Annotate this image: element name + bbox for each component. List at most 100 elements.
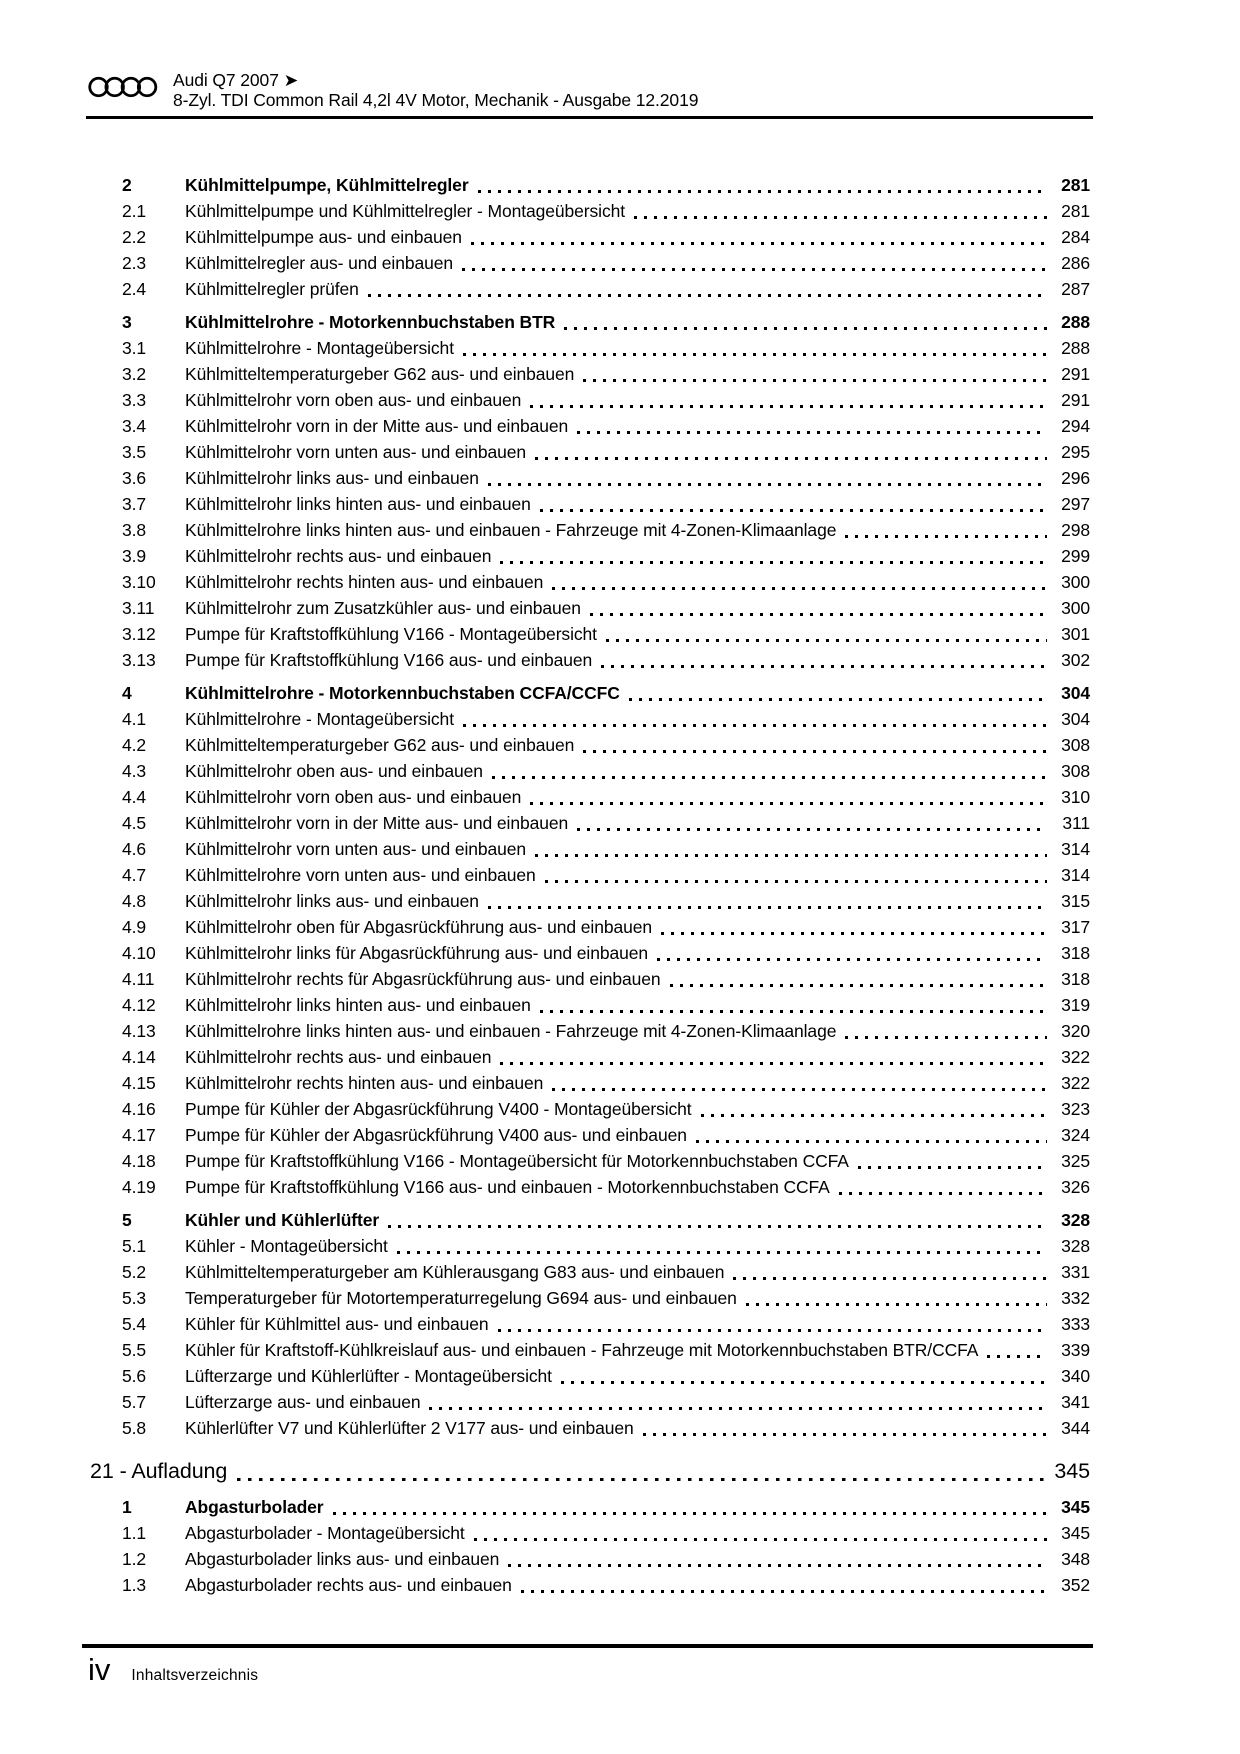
toc-entry: 5.6 Lüfterzarge und Kühlerlüfter - Montag… <box>122 1363 1090 1389</box>
toc-entry: 4.10 Kühlmittelrohr links für Abgasrückfü… <box>122 940 1090 966</box>
dot-leader <box>477 189 1047 193</box>
dot-leader <box>838 1192 1047 1195</box>
table-of-contents: 2 Kühlmittelpumpe, Kühlmittelregler 281 2.1… <box>90 172 1090 1598</box>
dot-leader <box>583 379 1047 382</box>
toc-entry-title: Kühlmittelrohr rechts aus- und einbauen <box>185 1047 492 1067</box>
dot-leader <box>560 1381 1047 1384</box>
toc-entry: 4 Kühlmittelrohre - Motorkennbuchstaben C… <box>122 680 1090 706</box>
toc-entry-title: Kühlmittelrohre - Montageübersicht <box>185 709 454 729</box>
toc-entry-title: Kühlmitteltemperaturgeber am Kühlerausga… <box>185 1262 725 1282</box>
dot-leader <box>332 1511 1047 1515</box>
toc-entry-page: 322 <box>1061 1047 1090 1067</box>
dot-leader <box>535 854 1047 857</box>
dot-leader <box>487 906 1047 909</box>
toc-entry-number: 4.1 <box>122 709 147 729</box>
dot-leader <box>552 587 1047 590</box>
dot-leader <box>508 1564 1047 1567</box>
toc-entry-title: Kühlmittelrohr vorn oben aus- und einbau… <box>185 390 522 410</box>
toc-entry-number: 4.15 <box>122 1073 156 1093</box>
toc-entry: 4.11 Kühlmittelrohr rechts für Abgasrückf… <box>122 966 1090 992</box>
toc-entry-title: Kühlmittelpumpe, Kühlmittelregler <box>185 175 469 195</box>
toc-entry: 5.4 Kühler für Kühlmittel aus- und einbau… <box>122 1311 1090 1337</box>
toc-entry: 1 Abgasturbolader 345 <box>122 1494 1090 1520</box>
toc-entry-title: Lüfterzarge und Kühlerlüfter - Montageüb… <box>185 1366 552 1386</box>
toc-entry-page: 287 <box>1061 279 1090 299</box>
toc-entry-page: 332 <box>1061 1288 1090 1308</box>
toc-entry: 3.11 Kühlmittelrohr zum Zusatzkühler aus-… <box>122 595 1090 621</box>
toc-entry-number: 1 <box>122 1497 132 1517</box>
footer-divider <box>82 1644 1093 1648</box>
toc-entry-title: Kühlmittelrohre - Motorkennbuchstaben BT… <box>185 312 556 332</box>
toc-entry-number: 4.16 <box>122 1099 156 1119</box>
toc-entry-number: 5.5 <box>122 1340 147 1360</box>
toc-entry: 4.16 Pumpe für Kühler der Abgasrückführun… <box>122 1096 1090 1122</box>
toc-entry-number: 3.4 <box>122 416 147 436</box>
toc-entry: 5.7 Lüfterzarge aus- und einbauen 341 <box>122 1389 1090 1415</box>
toc-entry-title: Abgasturbolader - Montageübersicht <box>185 1523 465 1543</box>
toc-entry: 3.12 Pumpe für Kraftstoffkühlung V166 - M… <box>122 621 1090 647</box>
dot-leader <box>605 639 1047 642</box>
dot-leader <box>577 431 1047 434</box>
dot-leader <box>583 750 1047 753</box>
toc-entry-page: 326 <box>1061 1177 1090 1197</box>
toc-entry: 4.6 Kühlmittelrohr vorn unten aus- und ei… <box>122 836 1090 862</box>
toc-entry-title: Pumpe für Kraftstoffkühlung V166 - Monta… <box>185 1151 849 1171</box>
toc-entry-number: 4.3 <box>122 761 147 781</box>
toc-entry-number: 4.2 <box>122 735 147 755</box>
toc-entry-number: 4.9 <box>122 917 147 937</box>
dot-leader <box>462 724 1047 727</box>
dot-leader <box>987 1355 1047 1358</box>
dot-leader <box>857 1166 1047 1169</box>
toc-entry: 4.9 Kühlmittelrohr oben für Abgasrückführ… <box>122 914 1090 940</box>
toc-entry-page: 288 <box>1061 312 1090 332</box>
dot-leader <box>564 326 1047 330</box>
dot-leader <box>487 483 1047 486</box>
dot-leader <box>500 561 1047 564</box>
toc-entry-page: 318 <box>1061 943 1090 963</box>
dot-leader <box>657 958 1047 961</box>
toc-entry: 4.15 Kühlmittelrohr rechts hinten aus- un… <box>122 1070 1090 1096</box>
toc-entry-number: 5.8 <box>122 1418 147 1438</box>
toc-entry: 2.1 Kühlmittelpumpe und Kühlmittelregler … <box>122 198 1090 224</box>
toc-entry-title: Kühler und Kühlerlüfter <box>185 1210 380 1230</box>
toc-entry-page: 291 <box>1061 390 1090 410</box>
toc-entry: 1.1 Abgasturbolader - Montageübersicht 345 <box>122 1520 1090 1546</box>
toc-entry-number: 2.4 <box>122 279 147 299</box>
toc-entry-number: 3.8 <box>122 520 147 540</box>
footer-label: Inhaltsverzeichnis <box>131 1667 259 1684</box>
toc-entry-title: Kühlmittelrohr vorn unten aus- und einba… <box>185 442 527 462</box>
toc-entry-title: Kühlmittelrohr zum Zusatzkühler aus- und… <box>185 598 581 618</box>
toc-entry-title: Kühlmittelrohr links hinten aus- und ein… <box>185 995 531 1015</box>
toc-entry-page: 311 <box>1062 813 1090 833</box>
toc-entry: 3.13 Pumpe für Kraftstoffkühlung V166 aus… <box>122 647 1090 673</box>
header-model: Audi Q7 2007 ➤ <box>173 70 299 90</box>
toc-entry-page: 300 <box>1061 598 1090 618</box>
dot-leader <box>491 776 1047 779</box>
toc-entry-title: Kühlmittelrohr vorn oben aus- und einbau… <box>185 787 522 807</box>
toc-entry-title: Pumpe für Kühler der Abgasrückführung V4… <box>185 1099 692 1119</box>
toc-entry-page: 314 <box>1061 839 1090 859</box>
toc-entry: 1.3 Abgasturbolader rechts aus- und einba… <box>122 1572 1090 1598</box>
toc-entry-title: Kühlmittelrohr oben aus- und einbauen <box>185 761 483 781</box>
toc-entry-title: Kühlmitteltemperaturgeber G62 aus- und e… <box>185 735 575 755</box>
toc-entry-page: 339 <box>1061 1340 1090 1360</box>
toc-entry: 4.1 Kühlmittelrohre - Montageübersicht 304 <box>122 706 1090 732</box>
toc-entry-number: 3.6 <box>122 468 147 488</box>
header-text: Audi Q7 2007 ➤ 8-Zyl. TDI Common Rail 4,… <box>173 70 698 110</box>
toc-entry: 3.2 Kühlmitteltemperaturgeber G62 aus- un… <box>122 361 1090 387</box>
toc-entry-title: Kühlmittelrohre links hinten aus- und ei… <box>185 1021 837 1041</box>
toc-entry-number: 3.9 <box>122 546 147 566</box>
toc-entry-title: Kühlmittelpumpe aus- und einbauen <box>185 227 462 247</box>
toc-entry-page: 298 <box>1061 520 1090 540</box>
toc-entry-number: 3.12 <box>122 624 156 644</box>
toc-entry: 5.2 Kühlmitteltemperaturgeber am Kühlerau… <box>122 1259 1090 1285</box>
dot-leader <box>429 1407 1047 1410</box>
toc-entry-page: 340 <box>1061 1366 1090 1386</box>
dot-leader <box>462 353 1047 356</box>
toc-entry-number: 3.3 <box>122 390 147 410</box>
toc-entry: 3.7 Kühlmittelrohr links hinten aus- und … <box>122 491 1090 517</box>
toc-entry-title: Kühlmittelrohr links aus- und einbauen <box>185 468 479 488</box>
toc-chapter-title: 21 - Aufladung <box>90 1459 228 1483</box>
toc-entry-page: 281 <box>1061 175 1090 195</box>
